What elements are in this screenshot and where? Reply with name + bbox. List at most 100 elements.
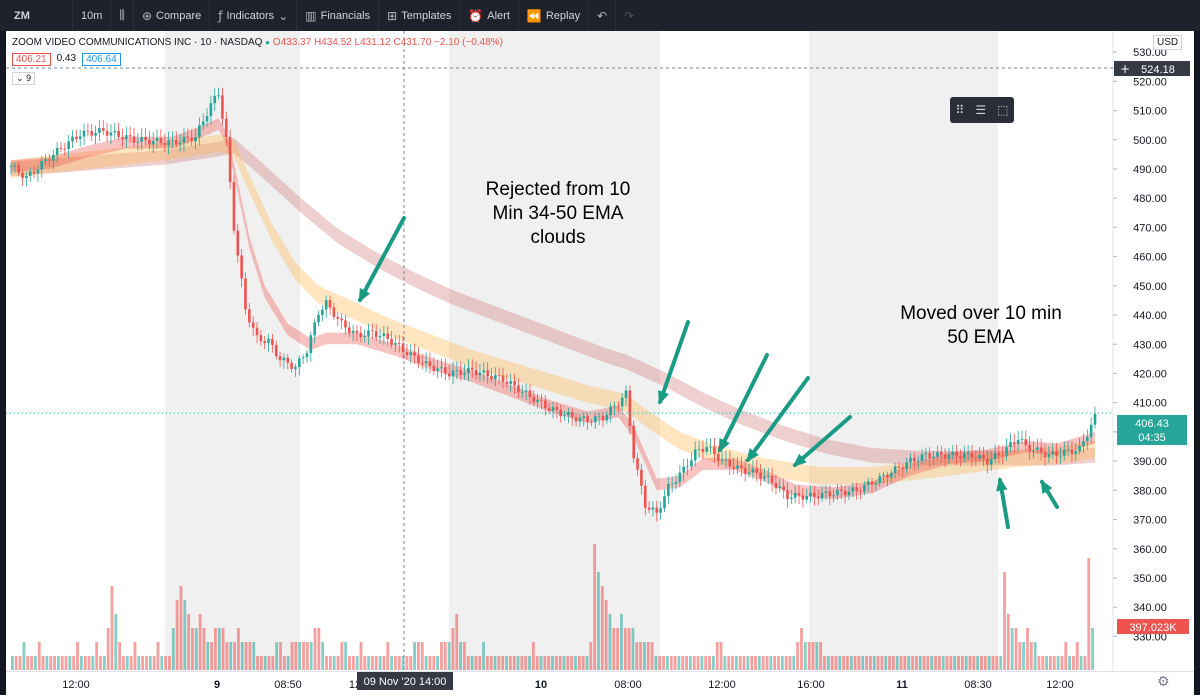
volume-bar bbox=[600, 586, 604, 670]
candle-body bbox=[832, 495, 835, 497]
crosshair-time-label: 09 Nov '20 14:00 bbox=[364, 676, 447, 688]
candle-body bbox=[82, 130, 86, 137]
candle-body bbox=[28, 171, 32, 176]
volume-bar bbox=[137, 656, 141, 670]
candle-body bbox=[1074, 451, 1078, 455]
candle-body bbox=[63, 148, 67, 150]
candle-body bbox=[478, 372, 482, 376]
volume-bar bbox=[1056, 656, 1060, 670]
chevron-down-icon: ⌄ bbox=[278, 8, 289, 23]
candle-body bbox=[351, 330, 355, 333]
crosshair-time-box bbox=[357, 672, 453, 690]
volume-bar bbox=[1049, 656, 1052, 670]
y-tick-label: 470.00 bbox=[1133, 222, 1167, 234]
replay-button[interactable]: ⏪ Replay bbox=[519, 0, 590, 31]
financials-button[interactable]: ▥ Financials bbox=[297, 0, 380, 31]
volume-bar bbox=[792, 656, 796, 670]
volume-bar bbox=[941, 656, 945, 670]
candle-body bbox=[301, 357, 305, 359]
candle-body bbox=[728, 459, 732, 467]
y-tick-label: 420.00 bbox=[1133, 368, 1167, 380]
candle-body bbox=[778, 486, 782, 489]
frame-icon[interactable]: ⬚ bbox=[997, 103, 1009, 117]
settings-gear-icon[interactable]: ⚙ bbox=[1157, 674, 1170, 690]
candle-body bbox=[367, 330, 370, 337]
volume-bar bbox=[826, 656, 830, 670]
alert-button[interactable]: ⏰ Alert bbox=[460, 0, 519, 31]
replay-icon: ⏪ bbox=[526, 8, 542, 23]
candle-body bbox=[1039, 447, 1043, 453]
volume-bar bbox=[198, 614, 202, 670]
candle-body bbox=[1078, 445, 1081, 452]
volume-bar bbox=[914, 656, 918, 670]
candle-body bbox=[494, 375, 497, 380]
volume-bar bbox=[1026, 628, 1029, 670]
volume-bar bbox=[401, 656, 405, 670]
chart-type-button[interactable]: ⫼ bbox=[111, 0, 134, 31]
candle-body bbox=[597, 415, 601, 417]
volume-bar bbox=[37, 642, 41, 670]
volume-bar bbox=[210, 642, 214, 670]
annotation-arrow bbox=[718, 353, 769, 452]
volume-bar bbox=[754, 656, 757, 670]
volume-bar bbox=[934, 656, 937, 670]
candle-body bbox=[501, 375, 505, 382]
candle-body bbox=[870, 481, 874, 485]
indicators-button[interactable]: ƒ Indicators ⌄ bbox=[210, 0, 298, 31]
volume-bar bbox=[945, 656, 949, 670]
lines-icon[interactable]: ☰ bbox=[975, 103, 987, 117]
symbol-search-button[interactable]: ZM bbox=[0, 0, 73, 31]
candle-body bbox=[1047, 454, 1051, 458]
compare-button[interactable]: ⊕ Compare bbox=[134, 0, 211, 31]
arrow-head bbox=[746, 448, 759, 463]
candle-body bbox=[974, 457, 978, 459]
redo-icon: ↷ bbox=[624, 8, 635, 23]
volume-bar bbox=[18, 656, 22, 670]
undo-button[interactable]: ↶ bbox=[589, 0, 617, 31]
candle-body bbox=[640, 469, 643, 486]
time-axis[interactable] bbox=[6, 671, 1194, 696]
candle-body bbox=[1020, 439, 1024, 441]
financials-label: Financials bbox=[320, 9, 371, 22]
volume-bar bbox=[148, 656, 152, 670]
indicator-legend[interactable]: ⌄ 9 bbox=[12, 72, 36, 85]
floating-drawing-toolbar[interactable]: ⠿ ☰ ⬚ bbox=[950, 97, 1014, 123]
volume-bar bbox=[432, 656, 436, 670]
candle-body bbox=[428, 361, 432, 366]
candle-body bbox=[670, 483, 674, 485]
candle-body bbox=[455, 370, 459, 371]
volume-bar bbox=[757, 656, 761, 670]
volume-bar bbox=[60, 656, 64, 670]
y-tick-label: 410.00 bbox=[1133, 398, 1167, 410]
volume-bar bbox=[788, 656, 792, 670]
x-tick-label: 08:30 bbox=[964, 679, 992, 691]
candle-body bbox=[75, 136, 78, 139]
volume-bar bbox=[842, 656, 846, 670]
candle-body bbox=[51, 154, 55, 161]
interval-button[interactable]: 10m bbox=[73, 0, 112, 31]
candle-body bbox=[25, 175, 28, 179]
volume-bar bbox=[953, 656, 957, 670]
volume-bar bbox=[1079, 656, 1083, 670]
volume-bar bbox=[413, 642, 417, 670]
templates-button[interactable]: ⊞ Templates bbox=[379, 0, 461, 31]
candle-body bbox=[263, 341, 267, 344]
candle-body bbox=[563, 415, 566, 417]
volume-bar bbox=[562, 656, 566, 670]
volume-bar bbox=[696, 656, 700, 670]
volume-bar bbox=[1072, 656, 1075, 670]
candle-body bbox=[624, 390, 628, 398]
volume-bar bbox=[957, 656, 960, 670]
volume-bar bbox=[784, 656, 788, 670]
volume-bar bbox=[528, 656, 531, 670]
candle-body bbox=[743, 467, 747, 474]
volume-bar bbox=[489, 656, 493, 670]
candle-body bbox=[505, 381, 509, 384]
currency-label[interactable]: USD bbox=[1153, 35, 1183, 50]
redo-button[interactable]: ↷ bbox=[616, 0, 642, 31]
drag-handle-icon[interactable]: ⠿ bbox=[955, 103, 965, 117]
candle-body bbox=[905, 462, 908, 469]
candle-body bbox=[893, 466, 897, 473]
candle-body bbox=[482, 370, 486, 373]
